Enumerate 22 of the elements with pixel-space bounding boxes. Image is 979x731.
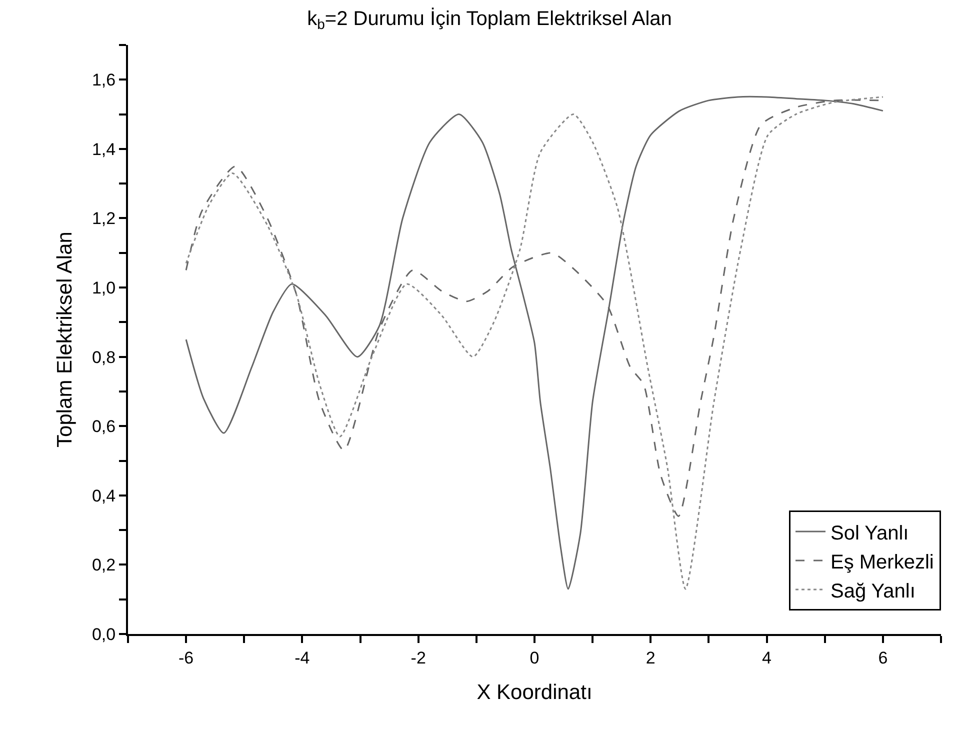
y-tick-label: 0,8 (92, 348, 116, 367)
legend-label: Sol Yanlı (830, 522, 909, 544)
y-tick-label: 0,4 (92, 486, 116, 506)
x-tick-label: -4 (294, 648, 310, 668)
y-tick-label: 0,2 (92, 556, 116, 575)
x-tick-label: -6 (178, 648, 194, 668)
legend-label: Eş Merkezli (830, 551, 934, 574)
x-tick-label: 4 (762, 648, 772, 668)
chart-title: k$_{b}$=2 Durumu İçin Toplam Elektriksel Alan (307, 6, 672, 32)
legend-label: Sağ Yanlı (830, 580, 916, 602)
x-tick-label: 0 (530, 648, 540, 668)
x-tick-label: 6 (878, 648, 888, 668)
y-tick-label: 0,0 (92, 624, 116, 644)
x-tick-label: -2 (410, 648, 426, 668)
y-tick-label: 1,6 (92, 70, 116, 90)
x-axis-title: X Koordinatı (476, 681, 592, 704)
y-tick-label: 1,4 (92, 140, 116, 159)
y-tick-label: 0,6 (92, 417, 116, 436)
y-tick-label: 1,0 (92, 278, 116, 298)
y-tick-label: 1,2 (92, 209, 116, 228)
y-axis-title: Toplam Elektriksel Alan (54, 232, 77, 448)
x-tick-label: 2 (646, 648, 656, 668)
